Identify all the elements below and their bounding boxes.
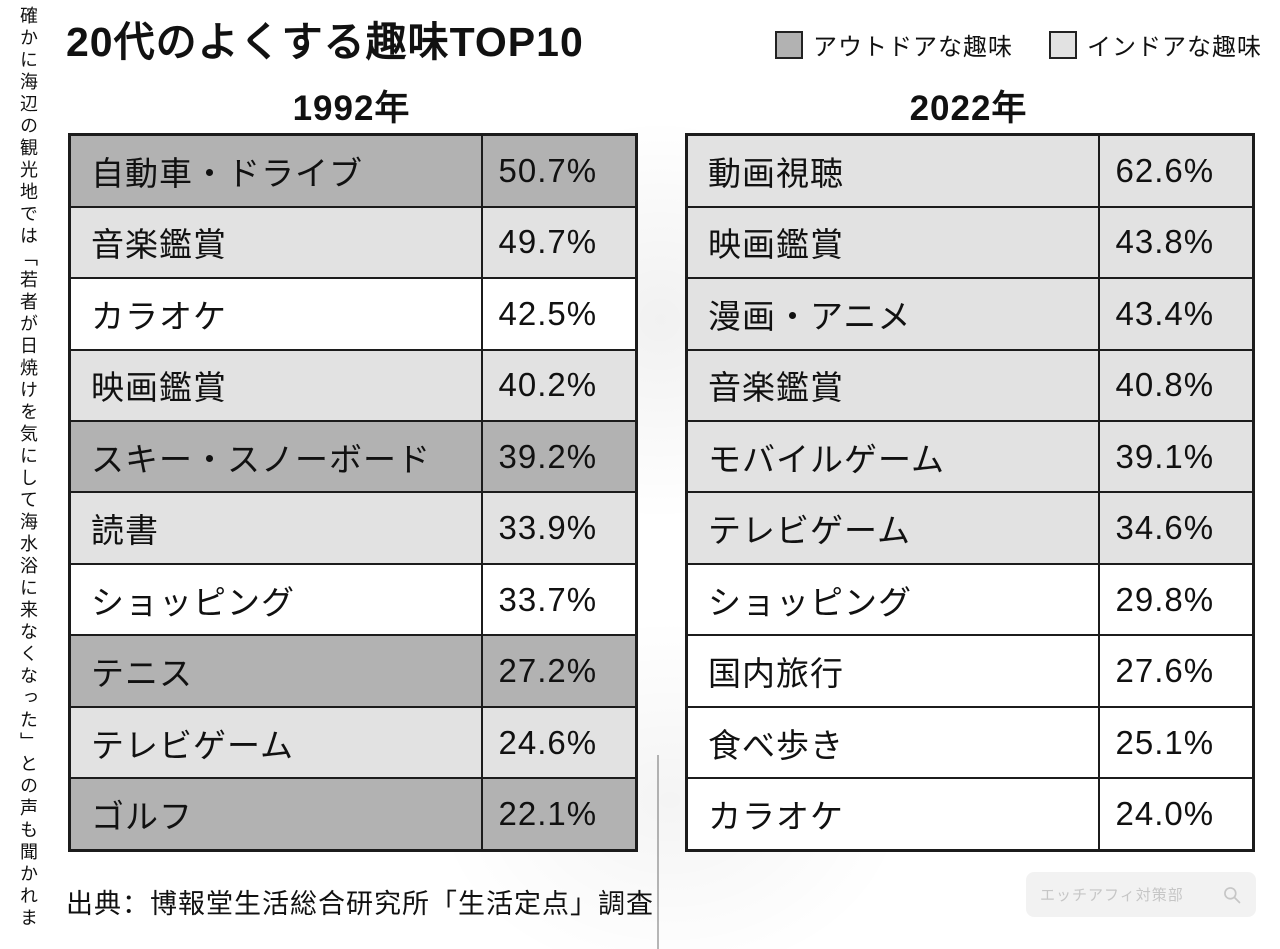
hobby-value: 34.6%	[1097, 491, 1255, 565]
legend-label-outdoor: アウトドアな趣味	[813, 34, 1013, 61]
hobby-label: テレビゲーム	[68, 705, 483, 780]
hobby-value: 43.8%	[1097, 205, 1255, 280]
legend: アウトドアな趣味 インドアな趣味	[775, 27, 1262, 62]
hobby-value: 27.2%	[480, 634, 638, 708]
vertical-side-note: 確かに海辺の観光地では「若者が日焼けを気にして海水浴に来なくなった」との声も聞か…	[18, 6, 38, 930]
hobby-value: 27.6%	[1097, 634, 1255, 708]
hobby-value: 24.6%	[480, 705, 638, 780]
legend-swatch-indoor	[1049, 30, 1077, 59]
page-title: 20代のよくする趣味TOP10	[66, 19, 584, 65]
table-row: 食べ歩き 25.1%	[685, 705, 1255, 780]
source-citation: 出典：博報堂生活総合研究所「生活定点」調査	[66, 889, 654, 919]
table-row: 動画視聴 62.6%	[685, 133, 1255, 208]
hobby-table-2022: 動画視聴 62.6% 映画鑑賞 43.8% 漫画・アニメ 43.4% 音楽鑑賞 …	[685, 133, 1255, 852]
hobby-value: 62.6%	[1097, 133, 1255, 208]
watermark-text: エッチアフィ対策部	[1040, 887, 1184, 904]
hobby-label: 音楽鑑賞	[68, 205, 483, 280]
table-row: テレビゲーム 34.6%	[685, 491, 1255, 565]
hobby-value: 39.2%	[480, 420, 638, 494]
legend-item-outdoor: アウトドアな趣味	[775, 27, 1013, 62]
hobby-label: モバイルゲーム	[685, 420, 1100, 494]
table-row: モバイルゲーム 39.1%	[685, 420, 1255, 494]
hobby-value: 29.8%	[1097, 562, 1255, 637]
table-row: カラオケ 24.0%	[685, 777, 1255, 852]
hobby-label: テニス	[68, 634, 483, 708]
hobby-value: 43.4%	[1097, 277, 1255, 351]
hobby-label: 映画鑑賞	[68, 348, 483, 423]
table-row: テレビゲーム 24.6%	[68, 705, 638, 780]
hobby-value: 40.8%	[1097, 348, 1255, 423]
hobby-label: テレビゲーム	[685, 491, 1100, 565]
hobby-label: ゴルフ	[68, 777, 483, 852]
table-row: 音楽鑑賞 49.7%	[68, 205, 638, 280]
hobby-label: 読書	[68, 491, 483, 565]
background-image-line	[657, 755, 659, 949]
search-icon	[1224, 886, 1241, 903]
hobby-value: 49.7%	[480, 205, 638, 280]
table-row: ゴルフ 22.1%	[68, 777, 638, 852]
table-row: ショッピング 29.8%	[685, 562, 1255, 637]
hobby-label: カラオケ	[685, 777, 1100, 852]
hobby-value: 25.1%	[1097, 705, 1255, 780]
hobby-value: 40.2%	[480, 348, 638, 423]
hobby-label: カラオケ	[68, 277, 483, 351]
hobby-label: ショッピング	[68, 562, 483, 637]
hobby-label: 音楽鑑賞	[685, 348, 1100, 423]
hobby-value: 22.1%	[480, 777, 638, 852]
hobby-label: 食べ歩き	[685, 705, 1100, 780]
hobby-label: 自動車・ドライブ	[68, 133, 483, 208]
hobby-value: 42.5%	[480, 277, 638, 351]
legend-item-indoor: インドアな趣味	[1049, 27, 1262, 62]
table-row: カラオケ 42.5%	[68, 277, 638, 351]
column-header-1992: 1992年	[292, 89, 411, 128]
hobby-value: 50.7%	[480, 133, 638, 208]
legend-label-indoor: インドアな趣味	[1087, 34, 1262, 61]
table-row: 自動車・ドライブ 50.7%	[68, 133, 638, 208]
hobby-label: 映画鑑賞	[685, 205, 1100, 280]
legend-swatch-outdoor	[775, 30, 803, 59]
hobby-label: 国内旅行	[685, 634, 1100, 708]
hobby-value: 33.7%	[480, 562, 638, 637]
table-row: テニス 27.2%	[68, 634, 638, 708]
hobby-table-1992: 自動車・ドライブ 50.7% 音楽鑑賞 49.7% カラオケ 42.5% 映画鑑…	[68, 133, 638, 852]
table-row: 漫画・アニメ 43.4%	[685, 277, 1255, 351]
hobby-label: スキー・スノーボード	[68, 420, 483, 494]
table-row: 音楽鑑賞 40.8%	[685, 348, 1255, 423]
hobby-label: 漫画・アニメ	[685, 277, 1100, 351]
watermark-searchbox: エッチアフィ対策部	[1026, 872, 1256, 917]
table-row: ショッピング 33.7%	[68, 562, 638, 637]
hobby-label: 動画視聴	[685, 133, 1100, 208]
hobby-value: 39.1%	[1097, 420, 1255, 494]
table-row: 映画鑑賞 40.2%	[68, 348, 638, 423]
hobby-value: 33.9%	[480, 491, 638, 565]
hobby-label: ショッピング	[685, 562, 1100, 637]
column-header-2022: 2022年	[909, 89, 1028, 128]
hobby-value: 24.0%	[1097, 777, 1255, 852]
table-row: スキー・スノーボード 39.2%	[68, 420, 638, 494]
table-row: 読書 33.9%	[68, 491, 638, 565]
table-row: 映画鑑賞 43.8%	[685, 205, 1255, 280]
table-row: 国内旅行 27.6%	[685, 634, 1255, 708]
